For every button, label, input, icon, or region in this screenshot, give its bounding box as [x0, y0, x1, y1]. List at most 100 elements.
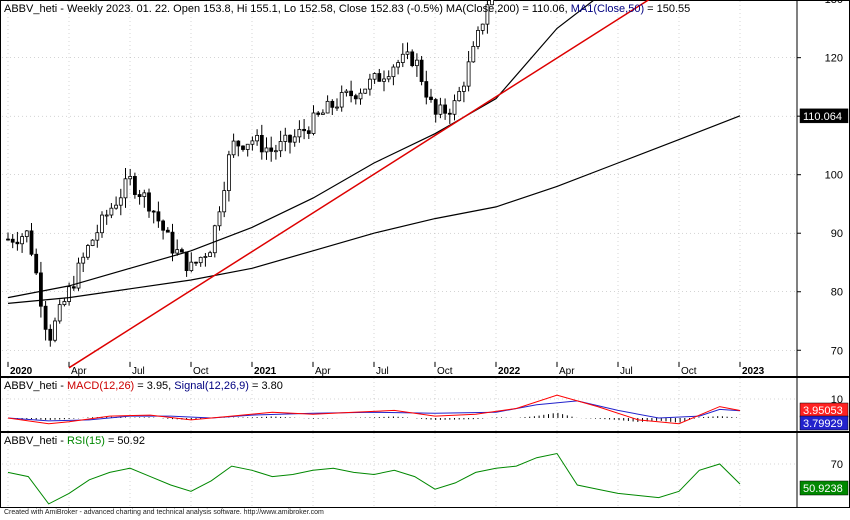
candle-body [358, 92, 363, 100]
candle-body [10, 238, 15, 243]
candle-body [175, 249, 180, 254]
price-tick-label: 80 [831, 287, 843, 299]
candle-body [306, 130, 311, 134]
candle-body [142, 192, 147, 198]
candle-body [39, 272, 43, 307]
candle-body [67, 286, 71, 302]
candle-body [137, 194, 142, 198]
candle-body [414, 59, 419, 67]
candle-body [335, 106, 339, 109]
candle-body [400, 53, 405, 63]
ma200-value-tag-box [799, 108, 849, 124]
macd-panel-title: ABBV_heti - MACD(12,26) = 3.95, Signal(1… [4, 380, 283, 392]
rsi-line [7, 452, 741, 505]
candle-body [203, 256, 208, 258]
candle-body [194, 261, 198, 264]
price-tick-label: 120 [825, 53, 843, 65]
candle-body [76, 262, 81, 289]
candle-body [330, 100, 335, 108]
candle-body [189, 261, 194, 272]
candle-body [20, 236, 25, 245]
x-tick-label: Oct [437, 366, 453, 377]
candle-body [461, 85, 466, 92]
candle-body [353, 95, 358, 100]
candle-body [231, 140, 236, 156]
candle-body [480, 23, 485, 31]
candle-body [217, 211, 222, 227]
candle-body [410, 51, 415, 67]
price-tick-label: 130 [825, 0, 843, 6]
ma200-value-tag: 110.064 [803, 111, 842, 123]
rsi-tick-label: 70 [831, 459, 843, 471]
candle-body [6, 238, 10, 241]
candle-body [339, 92, 344, 108]
candle-body [292, 136, 297, 143]
candle-body [372, 73, 377, 80]
candle-body [349, 90, 354, 97]
ma50-line [7, 0, 596, 299]
candle-body [118, 197, 123, 206]
candle-body [466, 61, 471, 87]
candle-body [447, 112, 452, 115]
candle-body [179, 249, 184, 253]
candle-body [156, 211, 161, 222]
candle-body [147, 192, 151, 212]
x-tick-label: 2023 [742, 366, 765, 377]
candle-body [34, 253, 39, 274]
x-tick-label: 2022 [498, 366, 521, 377]
candle-body [311, 112, 316, 134]
candle-body [363, 88, 368, 94]
candle-body [396, 62, 401, 68]
candle-body [457, 91, 462, 102]
x-tick-label: Jul [376, 366, 389, 377]
candle-body [90, 239, 95, 246]
candle-body [132, 176, 137, 195]
x-tick-label: Oct [193, 366, 209, 377]
signal-value-tag-box [799, 415, 849, 431]
candle-body [302, 128, 307, 132]
candle-body [43, 305, 48, 330]
candle-body [443, 104, 448, 114]
x-tick-label: Jul [620, 366, 633, 377]
candle-body [283, 134, 288, 142]
x-tick-label: Apr [559, 366, 575, 377]
candle-body [208, 252, 213, 257]
candle-body [344, 90, 349, 93]
candle-body [212, 225, 217, 254]
candle-body [15, 241, 20, 245]
candle-body [198, 256, 203, 264]
candle-body [490, 0, 495, 6]
candle-body [53, 320, 57, 341]
candle-body [29, 230, 34, 255]
price-panel [0, 0, 850, 377]
candle-body [128, 176, 133, 180]
candle-body [264, 147, 269, 153]
candle-body [170, 231, 175, 254]
candle-body [386, 76, 391, 80]
x-tick-label: Apr [315, 366, 331, 377]
rsi-value-tag-box [799, 480, 849, 496]
x-tick-label: Apr [71, 366, 87, 377]
candle-body [433, 99, 438, 115]
ma200-line [7, 115, 741, 304]
candle-body [250, 140, 255, 145]
price-tick-label: 100 [825, 170, 843, 182]
candle-body [236, 140, 241, 147]
candle-body [184, 251, 189, 272]
candle-body [161, 220, 166, 231]
candle-body [367, 78, 372, 90]
candle-body [452, 100, 457, 115]
candle-body [297, 128, 302, 138]
candle-body [391, 66, 396, 78]
macd-line [7, 394, 741, 425]
candle-body [424, 81, 429, 98]
signal-value-tag: 3.79929 [803, 418, 843, 430]
candle-body [288, 134, 292, 143]
candle-body [114, 204, 118, 209]
candle-body [100, 214, 104, 234]
x-tick-label: 2020 [10, 366, 33, 377]
candle-body [377, 73, 382, 82]
candle-body [86, 245, 90, 258]
candle-body [48, 328, 53, 341]
candle-body [104, 214, 109, 217]
